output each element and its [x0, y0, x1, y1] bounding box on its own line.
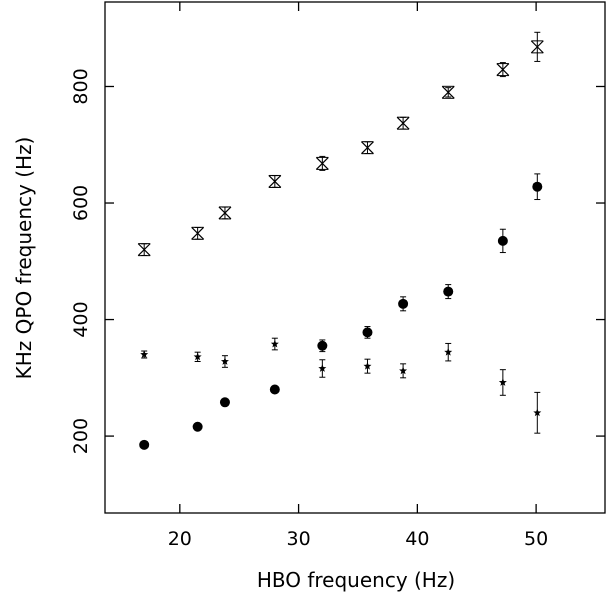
x-marker: [315, 156, 329, 170]
circle-marker: [398, 298, 409, 309]
data-point: [140, 350, 149, 359]
y-tick-label: 400: [70, 301, 92, 337]
data-point: [318, 359, 327, 378]
data-point: [315, 155, 329, 171]
x-marker: [361, 141, 374, 155]
data-point: [137, 243, 151, 257]
circle-marker: [362, 327, 373, 338]
data-point: [399, 363, 408, 379]
data-point: [497, 228, 508, 254]
x-marker: [137, 243, 151, 257]
star-marker: [220, 357, 229, 365]
x-marker: [396, 116, 410, 130]
data-points: [137, 31, 544, 450]
x-marker: [496, 63, 510, 77]
x-marker: [191, 226, 205, 240]
data-point: [192, 421, 203, 432]
plot-frame: [104, 1, 606, 514]
x-marker: [441, 85, 455, 99]
data-point: [443, 284, 454, 300]
y-tick-label: 600: [70, 185, 92, 221]
data-point: [363, 358, 372, 374]
circle-marker: [443, 286, 454, 297]
star-marker: [363, 361, 372, 370]
x-axis-label: HBO frequency (Hz): [257, 568, 455, 592]
data-point: [269, 384, 280, 395]
x-tick-label: 30: [286, 528, 310, 550]
circle-marker: [269, 384, 280, 395]
star-marker: [270, 339, 279, 348]
circle-marker: [192, 421, 203, 432]
data-point: [398, 296, 409, 312]
data-point: [441, 85, 455, 99]
star-marker: [318, 364, 327, 372]
x-tick-label: 50: [524, 528, 548, 550]
circle-marker: [317, 340, 328, 351]
circle-marker: [139, 439, 150, 450]
x-marker: [530, 40, 544, 54]
x-marker: [268, 175, 282, 188]
data-point: [362, 326, 373, 339]
data-point: [220, 355, 229, 368]
data-point: [498, 369, 507, 396]
data-point: [191, 226, 205, 240]
data-point: [193, 351, 202, 363]
x-tick-label: 20: [168, 528, 192, 550]
data-point: [496, 62, 510, 78]
data-point: [361, 141, 374, 155]
data-point: [532, 173, 543, 201]
star-marker: [399, 366, 408, 375]
axis-ticks: 20 30 40 50 200 400 600 800: [70, 2, 605, 550]
star-marker: [444, 347, 453, 356]
y-axis-label: KHz QPO frequency (Hz): [12, 137, 36, 380]
data-point: [270, 337, 279, 351]
data-point: [533, 391, 542, 434]
data-point: [218, 206, 232, 220]
star-marker: [533, 408, 542, 417]
data-point: [139, 439, 150, 450]
circle-marker: [497, 235, 508, 246]
star-marker: [193, 352, 202, 361]
data-point: [530, 31, 544, 62]
x-marker: [218, 206, 232, 220]
circle-marker: [219, 397, 230, 408]
x-tick-label: 40: [405, 528, 429, 550]
data-point: [444, 342, 453, 362]
star-marker: [498, 378, 507, 386]
data-point: [317, 339, 328, 353]
circle-marker: [532, 181, 543, 192]
data-point: [268, 174, 282, 188]
star-marker: [140, 350, 149, 358]
data-point: [219, 397, 230, 408]
data-point: [396, 116, 410, 130]
y-tick-label: 800: [70, 68, 92, 104]
y-tick-label: 200: [70, 418, 92, 454]
